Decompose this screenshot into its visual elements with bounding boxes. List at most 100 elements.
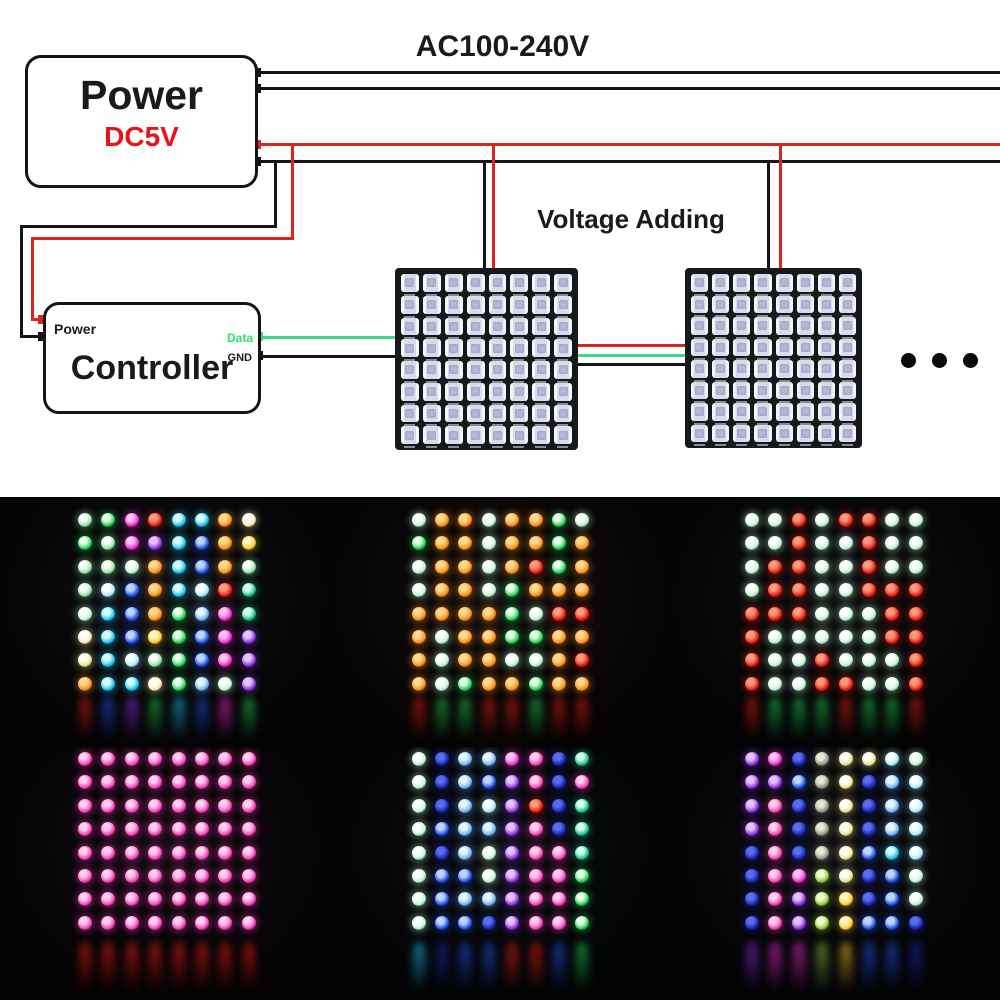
lit-led (791, 775, 806, 790)
lit-led (791, 653, 806, 668)
smd-led (775, 381, 793, 403)
lit-led (528, 775, 543, 790)
lit-led (862, 892, 876, 907)
smd-led (817, 403, 835, 425)
lit-led (458, 892, 473, 907)
lit-led (434, 676, 449, 691)
lit-led (78, 653, 92, 668)
lit-led (148, 775, 163, 790)
lit-led (575, 606, 590, 621)
lit-led (908, 869, 923, 883)
smd-led (554, 274, 572, 296)
lit-led (908, 653, 923, 668)
lit-led (838, 869, 853, 883)
lit-led (171, 536, 186, 551)
lit-led (411, 653, 426, 668)
lit-led (908, 513, 923, 527)
floor-reflection (885, 697, 900, 747)
lit-led (78, 536, 92, 551)
lit-led (551, 559, 566, 574)
smd-led (422, 361, 441, 383)
lit-led (101, 676, 116, 691)
lit-led (838, 606, 853, 621)
lit-led (411, 798, 426, 813)
floor-reflection (838, 697, 853, 747)
smd-led (691, 381, 709, 403)
panel2-gnd-drop (767, 160, 770, 268)
lit-led (505, 915, 520, 930)
smd-led (422, 274, 441, 296)
lit-led (481, 676, 496, 691)
lit-led (458, 536, 473, 551)
lit-led (78, 798, 92, 813)
lit-led (791, 845, 806, 860)
panel-link-data-wire (576, 354, 687, 357)
lit-led (411, 513, 426, 527)
lit-led (791, 606, 806, 621)
smd-led (691, 274, 709, 296)
lit-led (241, 798, 256, 813)
lit-led (195, 583, 209, 598)
lit-led (505, 775, 520, 790)
floor-reflection (218, 697, 233, 747)
lit-led (528, 892, 543, 907)
smd-led (712, 338, 730, 360)
lit-led (862, 606, 876, 621)
smd-led (532, 382, 551, 405)
smd-led (775, 424, 793, 446)
lit-led (838, 513, 853, 527)
lit-led (815, 583, 830, 598)
lit-led (885, 892, 900, 907)
panel1-gnd-drop (483, 160, 486, 268)
lit-led (885, 583, 900, 598)
lit-led (528, 559, 543, 574)
lit-led (101, 845, 116, 860)
lit-led (411, 536, 426, 551)
lit-led (411, 752, 426, 766)
lit-led (78, 559, 92, 574)
smd-led (775, 360, 793, 382)
smd-led (401, 361, 419, 383)
wiring-diagram: AC100-240V Voltage Adding (0, 0, 1000, 497)
smd-led (488, 339, 507, 361)
lit-led (195, 798, 209, 813)
smd-led (733, 424, 751, 446)
smd-led (733, 403, 751, 425)
lit-led (218, 752, 233, 766)
floor-reflection (124, 697, 139, 747)
lit-led (78, 775, 92, 790)
smd-led (554, 317, 572, 340)
lit-led (171, 822, 186, 837)
lit-led (551, 775, 566, 790)
lit-led (505, 559, 520, 574)
lit-led (815, 536, 830, 551)
smd-led (401, 317, 419, 340)
smd-led (691, 338, 709, 360)
floor-reflection (908, 697, 923, 747)
smd-led (754, 338, 772, 360)
lit-led (218, 536, 233, 551)
lit-led (241, 892, 256, 907)
panel-link-gnd-wire (576, 363, 687, 366)
lit-led (505, 630, 520, 644)
lit-led (885, 798, 900, 813)
smd-led (444, 339, 463, 361)
lit-led (411, 559, 426, 574)
lit-led (434, 915, 449, 930)
smd-led (554, 339, 572, 361)
lit-led (458, 822, 473, 837)
lit-led (195, 775, 209, 790)
lit-led (815, 630, 830, 644)
lit-led (218, 653, 233, 668)
lit-led (745, 559, 759, 574)
lit-led (241, 559, 256, 574)
lit-led (434, 513, 449, 527)
smd-led (712, 403, 730, 425)
controller-power-label: Power (54, 321, 97, 337)
smd-led (733, 381, 751, 403)
smd-led (510, 382, 529, 405)
lit-led (241, 606, 256, 621)
lit-led (411, 822, 426, 837)
floor-reflection (815, 942, 830, 1000)
lit-led (218, 822, 233, 837)
